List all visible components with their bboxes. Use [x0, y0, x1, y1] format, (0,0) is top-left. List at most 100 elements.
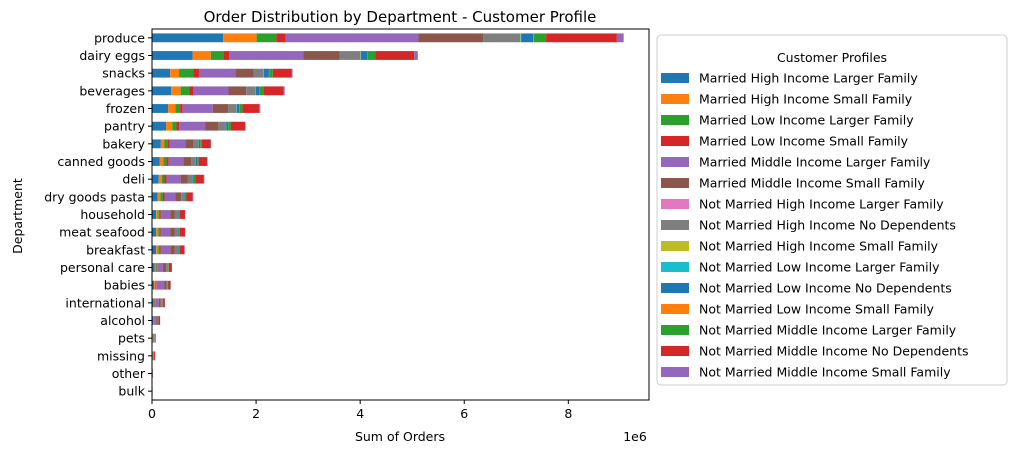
bar-segment	[361, 51, 368, 60]
bar-segment	[163, 192, 165, 201]
bar-segment	[166, 263, 168, 272]
bar-segment	[193, 192, 194, 201]
bar-segment	[152, 192, 158, 201]
bar-segment	[152, 157, 160, 166]
bar-segment	[213, 104, 228, 113]
bar-segment	[152, 245, 156, 254]
bar-segment	[153, 334, 154, 343]
x-tick-label: 2	[252, 406, 260, 421]
bar-segment	[157, 316, 158, 325]
bar-segment	[167, 175, 181, 184]
bar-segment	[164, 139, 167, 148]
bar-segment	[154, 281, 155, 290]
legend-swatch	[661, 304, 689, 314]
bar-segment	[152, 33, 223, 42]
legend-swatch	[661, 283, 689, 293]
bar-segment	[181, 86, 190, 95]
bar-segment	[158, 245, 160, 254]
bar-segment	[154, 298, 155, 307]
bar-segment	[185, 192, 186, 201]
bar-segment	[168, 263, 169, 272]
bar-segment	[163, 263, 166, 272]
y-tick-label: pantry	[104, 119, 146, 134]
bar-segment	[237, 104, 240, 113]
bar-segment	[199, 69, 235, 78]
bar-segment	[175, 245, 178, 254]
bar-segment	[156, 245, 158, 254]
bar-segment	[175, 228, 178, 237]
bar-segment	[155, 298, 156, 307]
bar-segment	[179, 69, 193, 78]
bar-segment	[183, 157, 191, 166]
bar-segment	[159, 298, 161, 307]
bar-segment	[168, 263, 169, 272]
bar-segment	[243, 104, 260, 113]
bar-segment	[159, 316, 161, 325]
y-tick-label: other	[112, 366, 146, 381]
bar-segment	[179, 210, 180, 219]
bar-segment	[199, 139, 201, 148]
bar-segment	[223, 51, 229, 60]
legend-entry: Not Married High Income Larger Family	[699, 197, 944, 212]
bars-layer	[152, 33, 624, 395]
bar-segment	[168, 281, 169, 290]
y-tick-label: frozen	[106, 101, 145, 116]
legend-swatch	[661, 115, 689, 125]
bar-segment	[235, 69, 253, 78]
x-tick-label: 8	[564, 406, 572, 421]
bar-segment	[175, 104, 180, 113]
bar-segment	[184, 192, 185, 201]
bar-segment	[484, 33, 520, 42]
bar-segment	[180, 245, 185, 254]
y-tick-label: snacks	[102, 66, 145, 81]
bar-segment	[228, 104, 236, 113]
legend-swatch	[661, 94, 689, 104]
bar-segment	[159, 175, 162, 184]
bar-segment	[154, 298, 155, 307]
bar-segment	[269, 69, 273, 78]
bar-segment	[200, 139, 202, 148]
y-tick-label: alcohol	[100, 313, 145, 328]
bar-segment	[169, 157, 184, 166]
legend-swatch	[661, 73, 689, 83]
y-tick-label: produce	[94, 30, 145, 45]
x-axis-label: Sum of Orders	[355, 429, 445, 444]
bar-segment	[521, 33, 522, 42]
bar-segment	[181, 175, 188, 184]
plot-frame	[152, 29, 649, 400]
bar-segment	[168, 104, 175, 113]
bar-segment	[199, 157, 207, 166]
bar-segment	[205, 122, 219, 131]
bar-segment	[368, 51, 375, 60]
bar-segment	[617, 33, 624, 42]
bar-segment	[181, 192, 184, 201]
bar-segment	[185, 139, 193, 148]
legend-swatch	[661, 346, 689, 356]
bar-segment	[228, 122, 231, 131]
bar-segment	[156, 281, 157, 290]
bar-segment	[154, 351, 155, 360]
bar-segment	[219, 122, 226, 131]
bar-segment	[178, 228, 179, 237]
legend-swatch	[661, 199, 689, 209]
bar-segment	[160, 157, 164, 166]
y-tick-label: pets	[118, 331, 145, 346]
bar-segment	[170, 139, 186, 148]
legend-entry: Not Married High Income Small Family	[699, 239, 939, 254]
bar-segment	[170, 245, 175, 254]
bar-segment	[418, 33, 483, 42]
bar-segment	[191, 157, 195, 166]
legend-swatch	[661, 178, 689, 188]
bar-segment	[171, 86, 180, 95]
y-tick-label: international	[65, 295, 145, 310]
bar-segment	[284, 86, 285, 95]
bar-segment	[153, 316, 154, 325]
y-tick-label: dairy eggs	[79, 48, 145, 63]
bar-segment	[520, 33, 521, 42]
legend-entry: Not Married Low Income No Dependents	[699, 281, 952, 296]
bar-segment	[154, 316, 156, 325]
legend-swatch	[661, 367, 689, 377]
bar-segment	[207, 157, 208, 166]
